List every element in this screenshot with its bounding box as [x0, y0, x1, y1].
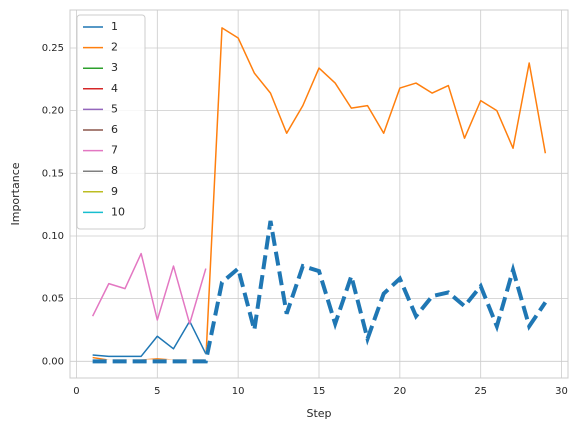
legend-label: 1: [111, 20, 118, 33]
y-tick-label: 0.10: [42, 231, 64, 242]
legend-label: 4: [111, 82, 118, 95]
series-line: [92, 320, 207, 358]
series-line: [91, 252, 207, 325]
x-tick-label: 10: [232, 386, 245, 397]
legend-label: 6: [111, 123, 118, 136]
legend-label: 8: [111, 164, 118, 177]
legend-label: 2: [111, 41, 118, 54]
y-tick-label: 0.00: [42, 356, 64, 367]
x-tick-label: 20: [393, 386, 406, 397]
series-line: [92, 220, 548, 364]
x-axis-label: Step: [306, 407, 331, 420]
legend-label: 9: [111, 185, 118, 198]
legend-label: 5: [111, 102, 118, 115]
legend-label: 3: [111, 61, 118, 74]
y-tick-label: 0.15: [42, 168, 64, 179]
y-tick-label: 0.20: [42, 106, 64, 117]
x-tick-label: 5: [154, 386, 160, 397]
legend-label: 10: [111, 205, 125, 218]
x-tick-label: 30: [555, 386, 568, 397]
y-tick-label: 0.25: [42, 43, 64, 54]
y-axis-label: Importance: [9, 162, 22, 225]
x-tick-label: 0: [73, 386, 79, 397]
legend-label: 7: [111, 144, 118, 157]
x-tick-label: 25: [474, 386, 487, 397]
x-tick-label: 15: [313, 386, 326, 397]
y-tick-label: 0.05: [42, 294, 64, 305]
